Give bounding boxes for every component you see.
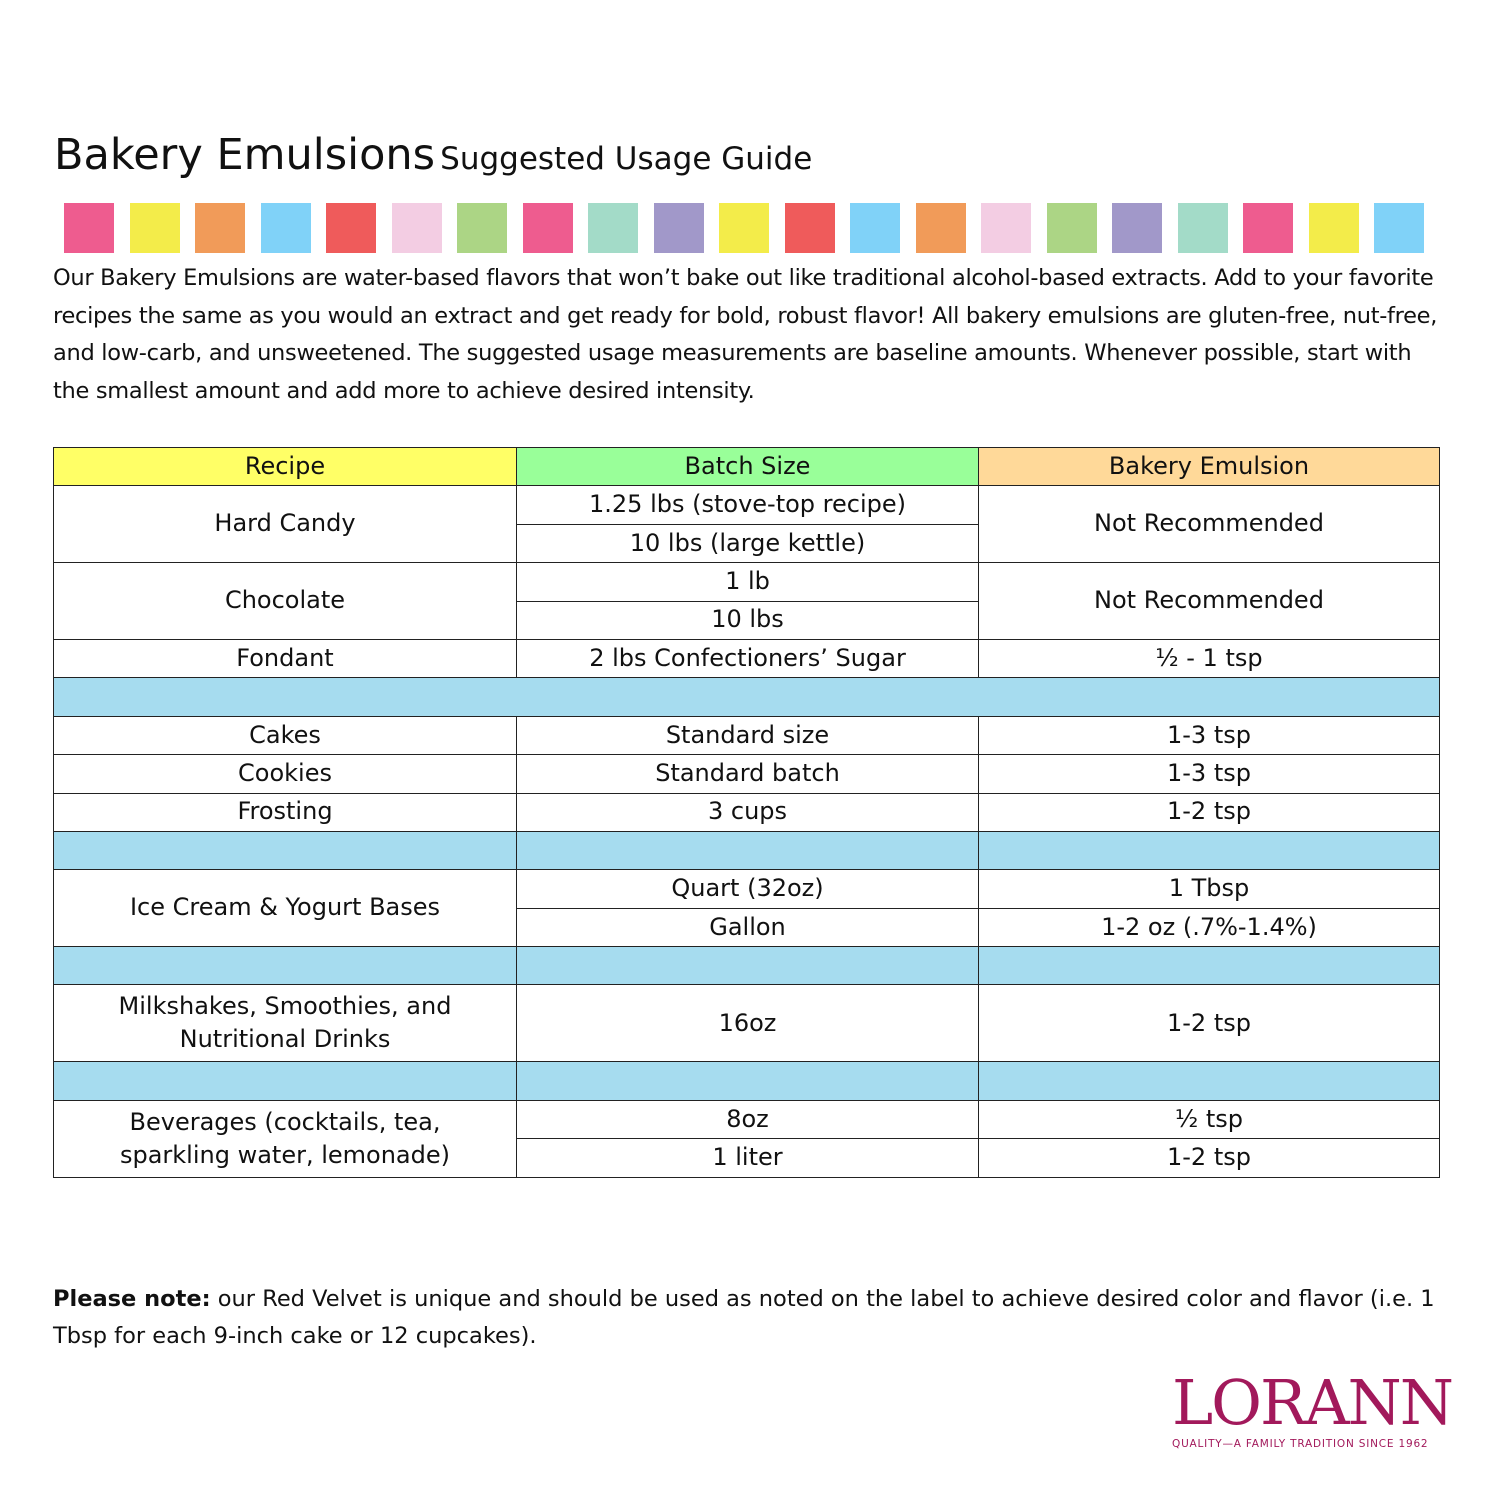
usage-table: Recipe Batch Size Bakery Emulsion Hard C… — [53, 446, 1440, 1178]
emulsion-cell: ½ tsp — [978, 1099, 1440, 1140]
recipe-cell: Fondant — [53, 638, 517, 679]
recipe-cell: Frosting — [53, 792, 517, 832]
separator-cell — [978, 1061, 1440, 1101]
color-swatch — [1046, 203, 1097, 253]
batch-cell: 10 lbs (large kettle) — [516, 523, 979, 564]
color-swatch — [915, 203, 966, 253]
color-swatch — [588, 203, 638, 253]
batch-cell: 1 lb — [516, 562, 979, 602]
title-sub: Suggested Usage Guide — [440, 141, 813, 177]
emulsion-cell: 1-2 tsp — [978, 792, 1440, 832]
color-swatch — [195, 203, 245, 253]
separator-row — [53, 1061, 1440, 1101]
color-swatch — [129, 203, 180, 253]
note-label: Please note: — [53, 1286, 211, 1312]
recipe-cell: Ice Cream & Yogurt Bases — [53, 869, 517, 948]
color-swatch — [1308, 203, 1359, 253]
logo-wordmark: LORANN — [1172, 1366, 1454, 1439]
intro-paragraph: Our Bakery Emulsions are water-based fla… — [53, 265, 1438, 405]
table-row: Milkshakes, Smoothies, and Nutritional D… — [53, 984, 1440, 1063]
color-swatch — [719, 203, 769, 253]
table-row: 10 lbs (large kettle) — [54, 523, 1440, 564]
batch-cell: 3 cups — [516, 792, 979, 832]
emulsion-cell: Not Recommended — [978, 485, 1440, 564]
batch-cell: Standard size — [516, 715, 979, 756]
header-batch-size: Batch Size — [516, 446, 979, 487]
color-swatch — [653, 203, 704, 253]
table-row: 1 liter 1-2 tsp — [54, 1138, 1440, 1178]
table-row: Frosting 3 cups 1-2 tsp — [53, 792, 1440, 832]
color-swatch — [1243, 203, 1293, 253]
recipe-cell: Milkshakes, Smoothies, and Nutritional D… — [53, 984, 517, 1063]
table-row: Cakes Standard size 1-3 tsp — [53, 715, 1440, 756]
emulsion-cell: 1 Tbsp — [978, 869, 1440, 909]
separator-cell — [53, 830, 517, 871]
batch-cell: 16oz — [516, 984, 979, 1063]
batch-cell: 10 lbs — [516, 600, 979, 640]
separator-row — [53, 677, 1440, 717]
page-title: Bakery Emulsions Suggested Usage Guide — [54, 130, 812, 180]
separator-cell — [53, 1061, 517, 1101]
separator-cell — [53, 946, 517, 986]
title-main: Bakery Emulsions — [54, 130, 436, 180]
note-paragraph: Please note: our Red Velvet is unique an… — [53, 1281, 1448, 1355]
table-row: Cookies Standard batch 1-3 tsp — [53, 754, 1440, 794]
separator-cell — [53, 677, 1440, 717]
table-row: 10 lbs — [54, 600, 1440, 640]
emulsion-cell: 1-3 tsp — [978, 754, 1440, 794]
emulsion-cell: 1-3 tsp — [978, 715, 1440, 756]
logo-tagline: QUALITY—A FAMILY TRADITION SINCE 1962 — [1172, 1438, 1429, 1450]
color-swatch — [522, 203, 573, 253]
color-swatch — [326, 203, 376, 253]
color-swatch — [64, 203, 114, 253]
batch-cell: Standard batch — [516, 754, 979, 794]
batch-cell: Quart (32oz) — [516, 869, 979, 909]
color-swatch — [391, 203, 442, 253]
emulsion-cell: Not Recommended — [978, 562, 1440, 640]
table-row: Chocolate 1 lb Not Recommended — [53, 562, 1440, 640]
batch-cell: 2 lbs Confectioners’ Sugar — [516, 638, 979, 679]
batch-cell: 8oz — [516, 1099, 979, 1140]
table-header-row: Recipe Batch Size Bakery Emulsion — [53, 446, 1440, 487]
separator-cell — [978, 946, 1440, 986]
recipe-cell: Beverages (cocktails, tea, sparkling wat… — [53, 1099, 517, 1178]
recipe-cell: Hard Candy — [53, 485, 517, 564]
batch-cell: 1.25 lbs (stove-top recipe) — [516, 485, 979, 525]
table-row: Ice Cream & Yogurt Bases Quart (32oz) 1 … — [53, 869, 1440, 948]
emulsion-cell: 1-2 tsp — [978, 984, 1440, 1063]
separator-cell — [516, 1061, 979, 1101]
note-text: our Red Velvet is unique and should be u… — [53, 1286, 1435, 1349]
separator-cell — [516, 946, 979, 986]
table-row: Fondant 2 lbs Confectioners’ Sugar ½ - 1… — [53, 638, 1440, 679]
separator-row — [53, 946, 1440, 986]
recipe-cell: Chocolate — [53, 562, 517, 640]
batch-cell: Gallon — [516, 907, 979, 948]
header-bakery-emulsion: Bakery Emulsion — [978, 446, 1440, 487]
emulsion-cell: 1-2 oz (.7%-1.4%) — [978, 907, 1440, 948]
separator-row — [53, 830, 1440, 871]
color-swatch — [260, 203, 311, 253]
header-recipe: Recipe — [53, 446, 517, 487]
separator-cell — [978, 830, 1440, 871]
recipe-cell: Cakes — [53, 715, 517, 756]
color-swatch — [1112, 203, 1162, 253]
recipe-cell: Cookies — [53, 754, 517, 794]
table-row: Hard Candy 1.25 lbs (stove-top recipe) N… — [53, 485, 1440, 564]
color-swatch — [1177, 203, 1228, 253]
color-swatch — [457, 203, 507, 253]
emulsion-cell: ½ - 1 tsp — [978, 638, 1440, 679]
emulsion-cell: 1-2 tsp — [978, 1138, 1440, 1178]
color-swatch — [784, 203, 835, 253]
color-swatch — [981, 203, 1031, 253]
lorann-logo: LORANN QUALITY—A FAMILY TRADITION SINCE … — [1172, 1366, 1454, 1451]
batch-cell: 1 liter — [516, 1138, 979, 1178]
table-row: Beverages (cocktails, tea, sparkling wat… — [53, 1099, 1440, 1178]
color-swatch — [1374, 203, 1424, 253]
color-swatch-strip — [64, 203, 1424, 253]
separator-cell — [516, 830, 979, 871]
color-swatch — [850, 203, 900, 253]
